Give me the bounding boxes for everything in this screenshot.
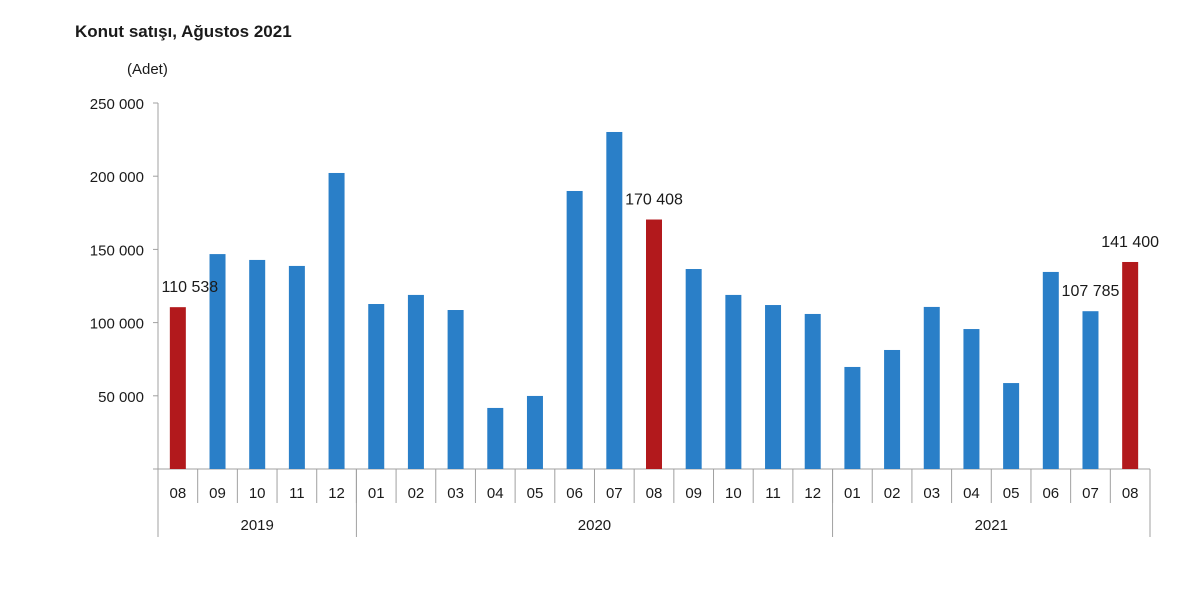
bar (1042, 271, 1059, 469)
x-tick-label: 08 (1122, 485, 1139, 502)
bar (487, 407, 504, 469)
x-tick-label: 02 (884, 485, 901, 502)
highlighted-bar (1122, 261, 1139, 469)
bar (407, 294, 424, 469)
bar (526, 395, 543, 469)
y-tick-label: 200 000 (90, 169, 144, 186)
highlighted-bar (169, 307, 186, 469)
bar (566, 190, 583, 470)
bar (884, 349, 901, 469)
bar (447, 310, 464, 469)
highlighted-bar (646, 219, 662, 469)
x-tick-label: 01 (368, 485, 385, 502)
x-tick-label: 12 (328, 485, 345, 502)
x-tick-label: 10 (249, 485, 266, 502)
bar (923, 306, 940, 469)
bar (844, 366, 861, 469)
data-label: 110 538 (162, 279, 219, 296)
bar (328, 172, 345, 470)
data-label: 141 400 (1101, 234, 1159, 251)
bar (685, 269, 702, 469)
x-tick-label: 05 (527, 485, 544, 502)
bar (1082, 311, 1099, 469)
y-tick-label: 100 000 (90, 316, 144, 333)
bar (209, 254, 226, 469)
bar (606, 131, 623, 470)
x-tick-label: 07 (606, 485, 623, 502)
bar (765, 305, 782, 469)
x-tick-label: 06 (566, 485, 583, 502)
x-tick-label: 11 (765, 485, 781, 502)
x-tick-label: 12 (804, 485, 821, 502)
x-tick-label: 03 (923, 485, 940, 502)
x-tick-label: 04 (963, 485, 980, 502)
x-tick-label: 09 (209, 485, 226, 502)
year-label: 2019 (241, 517, 274, 534)
x-tick-label: 01 (844, 485, 861, 502)
year-label: 2021 (975, 517, 1008, 534)
x-tick-label: 02 (408, 485, 425, 502)
bar (249, 259, 266, 469)
x-tick-label: 09 (685, 485, 702, 502)
x-tick-label: 08 (646, 485, 663, 502)
data-label: 107 785 (1062, 283, 1120, 300)
x-tick-label: 05 (1003, 485, 1020, 502)
y-axis-label: (Adet) (127, 61, 168, 78)
chart-title: Konut satışı, Ağustos 2021 (75, 22, 292, 41)
x-tick-label: 06 (1042, 485, 1059, 502)
data-label: 170 408 (625, 192, 683, 209)
year-label: 2020 (578, 517, 611, 534)
y-tick-label: 250 000 (90, 96, 144, 113)
y-tick-label: 50 000 (98, 389, 144, 406)
bar (804, 313, 821, 469)
y-tick-label: 150 000 (90, 242, 144, 259)
bar (368, 304, 385, 469)
bar (725, 294, 742, 469)
x-tick-label: 04 (487, 485, 504, 502)
x-tick-label: 08 (169, 485, 186, 502)
x-tick-label: 11 (289, 485, 305, 502)
bar (1003, 383, 1020, 469)
x-tick-label: 10 (725, 485, 742, 502)
x-tick-label: 07 (1082, 485, 1099, 502)
bar (963, 329, 980, 469)
x-tick-label: 03 (447, 485, 464, 502)
bar (288, 265, 305, 469)
